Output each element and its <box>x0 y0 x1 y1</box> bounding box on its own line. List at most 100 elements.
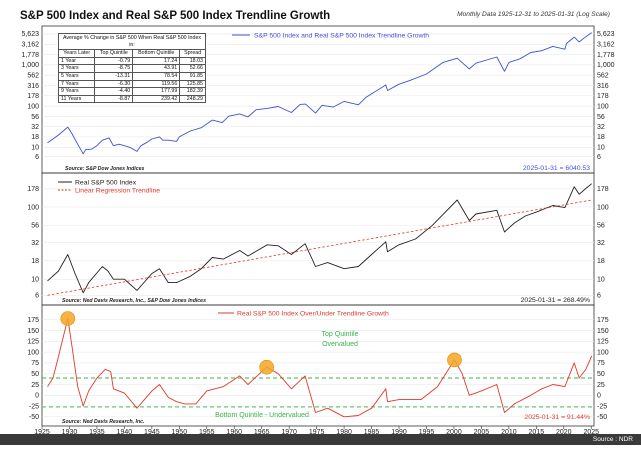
table-cell: 119.56 <box>132 79 181 89</box>
axis-layer: 5,623 5,623 3,162 3,162 1,778 1,778 1,000 1,000… <box>21 31 614 436</box>
x-tick-label: 1960 <box>226 429 242 436</box>
table-cell: -4.40 <box>94 87 134 96</box>
y-tick-label-left: 18 <box>31 258 39 265</box>
y-tick-label-left: 18 <box>31 134 39 141</box>
y-tick-label-left: 6 <box>35 154 39 161</box>
y-tick-label-left: 100 <box>27 204 39 211</box>
table-caption-row: Average % Change in S&P 500 When Real S&… <box>58 32 206 51</box>
peak-highlight-marker <box>259 359 274 375</box>
table-cell: 17.24 <box>132 56 181 66</box>
bottom-end-label: 2025-01-31 = 91.44% <box>524 414 590 421</box>
y-tick-label-right: 6 <box>597 154 601 161</box>
source-footer: Source : NDR <box>592 436 633 443</box>
y-tick-label-right: -50 <box>597 414 607 421</box>
table-row: 11 Years -8.87 239.42 248.29 <box>57 94 206 104</box>
y-tick-label-left: 316 <box>27 83 39 90</box>
bottom-quintile-label: Bottom Quintile - Undervalued <box>215 412 309 419</box>
x-tick-label: 1950 <box>172 429 188 436</box>
y-tick-label-left: 50 <box>31 371 39 378</box>
table-cell: 239.42 <box>132 94 181 104</box>
mid-legend-label-2: Linear Regression Trendline <box>75 188 160 195</box>
y-tick-label-left: 75 <box>31 360 39 367</box>
y-tick-label-right: 562 <box>597 73 609 80</box>
x-tick-label: 1975 <box>309 429 325 436</box>
y-tick-label-left: 10 <box>31 277 39 284</box>
y-tick-label-right: 18 <box>597 134 605 141</box>
series-layer <box>47 32 593 418</box>
y-tick-label-right: 56 <box>597 222 605 229</box>
y-tick-label-left: 10 <box>31 145 39 152</box>
y-tick-label-right: -25 <box>597 403 607 410</box>
series-line-red <box>47 318 593 418</box>
y-tick-label-left: 150 <box>27 328 39 335</box>
y-tick-label-left: 32 <box>31 240 39 247</box>
table-cell: 182.39 <box>179 87 206 96</box>
top-source: Source: S&P Dow Jones Indices <box>65 166 144 172</box>
table-cell: -8.87 <box>94 94 134 104</box>
table-cell: -13.31 <box>94 71 134 81</box>
series-line-blue <box>47 32 592 155</box>
y-tick-label-right: 18 <box>597 258 605 265</box>
y-tick-label-right: 3,162 <box>597 42 615 49</box>
y-tick-label-right: 316 <box>597 83 609 90</box>
y-tick-label-right: 75 <box>597 360 605 367</box>
table-header-row: Years Later Top Quintile Bottom Quintile… <box>57 49 206 58</box>
table-row: 5 Years -13.31 78.54 91.85 <box>57 71 206 81</box>
y-tick-label-left: 32 <box>31 124 39 131</box>
y-tick-label-right: 0 <box>597 393 601 400</box>
top-quintile-label: Top Quintile <box>322 331 359 338</box>
table-header: Top Quintile <box>94 49 134 58</box>
table-header: Spread <box>179 49 206 58</box>
table-header: Bottom Quintile <box>132 49 181 58</box>
x-tick-label: 1940 <box>117 429 133 436</box>
x-tick-label: 1995 <box>419 429 435 436</box>
x-tick-label: 2005 <box>474 429 490 436</box>
x-tick-label: 1970 <box>281 429 297 436</box>
x-tick-label: 1945 <box>144 429 160 436</box>
series-line-black <box>47 183 592 294</box>
y-tick-label-left: 56 <box>31 222 39 229</box>
y-tick-label-right: 10 <box>597 277 605 284</box>
peak-highlight-marker <box>60 311 76 326</box>
y-tick-label-right: 25 <box>597 382 605 389</box>
table-cell: 43.91 <box>132 64 181 73</box>
table-row: 7 Years -6.30 119.56 125.85 <box>57 79 206 89</box>
y-tick-label-right: 1,778 <box>597 52 615 59</box>
y-tick-label-right: 100 <box>597 349 609 356</box>
y-tick-label-right: 125 <box>597 339 609 346</box>
x-tick-label: 1955 <box>199 429 215 436</box>
table-cell: 18.03 <box>179 56 206 66</box>
y-tick-label-right: 32 <box>597 240 605 247</box>
y-tick-label-left: 100 <box>27 103 39 110</box>
y-tick-label-left: 100 <box>27 349 39 356</box>
table-cell: 248.29 <box>179 94 206 104</box>
table-cell: 52.66 <box>179 64 206 73</box>
y-tick-label-left: 56 <box>31 114 39 121</box>
top-legend-label: S&P 500 Index and Real S&P 500 Index Tre… <box>254 33 429 40</box>
y-tick-label-right: 100 <box>597 204 609 211</box>
x-tick-label: 1925 <box>34 429 50 436</box>
bottom-legend-label: Real S&P 500 Index Over/Under Trendline … <box>237 311 389 318</box>
y-tick-label-right: 150 <box>597 328 609 335</box>
table-header: Years Later <box>57 49 96 58</box>
x-tick-label: 1990 <box>391 429 407 436</box>
x-tick-label: 1980 <box>336 429 352 436</box>
y-tick-label-right: 50 <box>597 371 605 378</box>
x-tick-label: 2020 <box>556 429 572 436</box>
table-cell: 1 Year <box>57 56 96 66</box>
y-tick-label-right: 175 <box>597 317 609 324</box>
y-tick-label-right: 6 <box>597 293 601 300</box>
x-tick-label: 1935 <box>89 429 105 436</box>
y-tick-label-right: 100 <box>597 103 609 110</box>
table-row: 9 Years -4.40 177.99 182.39 <box>57 87 206 96</box>
overvalued-label: Overvalued <box>322 341 358 348</box>
table-cell: 78.54 <box>132 71 181 81</box>
mid-end-label: 2025-01-31 = 268.49% <box>521 297 590 304</box>
peak-highlight-marker <box>447 352 462 368</box>
table-cell: 3 Years <box>57 64 96 73</box>
y-tick-label-left: 175 <box>27 317 39 324</box>
x-tick-label: 1985 <box>364 429 380 436</box>
x-tick-label: 2000 <box>446 429 462 436</box>
